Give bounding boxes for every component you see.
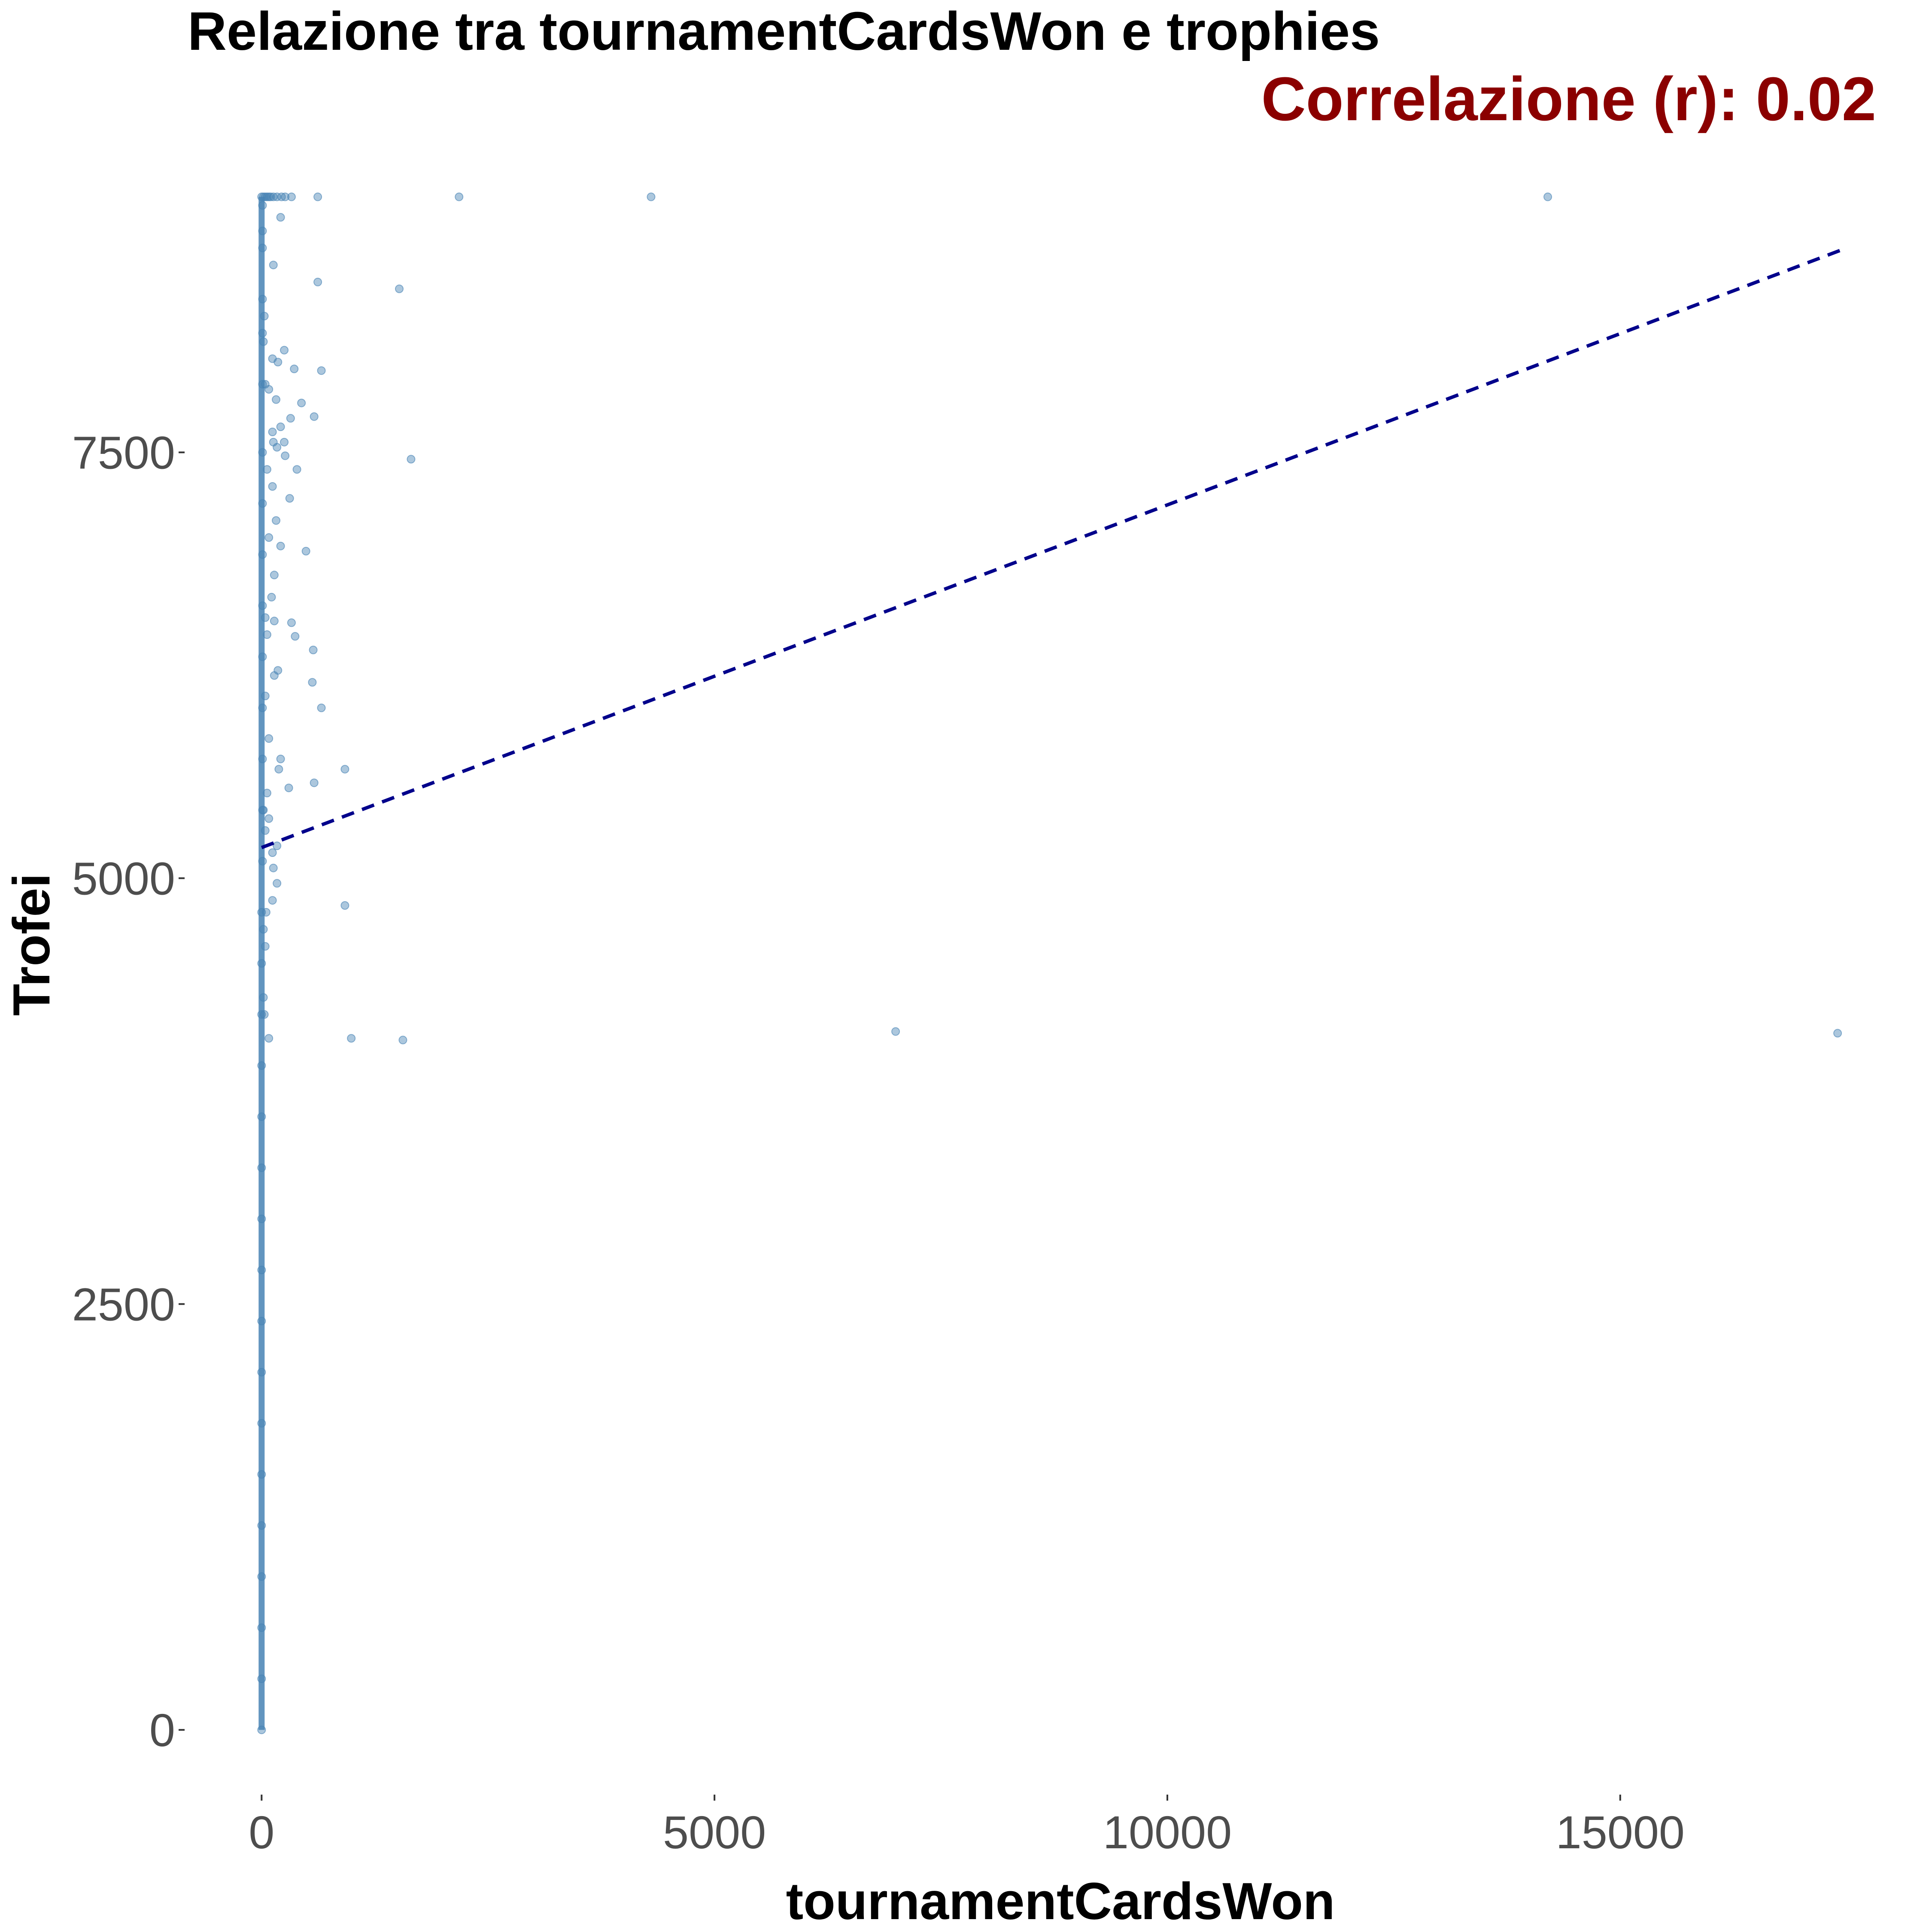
- data-point: [268, 482, 277, 491]
- data-point: [291, 632, 300, 641]
- data-point: [268, 848, 277, 857]
- data-point: [272, 395, 281, 404]
- data-point: [310, 412, 319, 421]
- data-point: [280, 437, 289, 447]
- data-point: [309, 645, 318, 654]
- data-point: [276, 213, 285, 222]
- data-point: [273, 841, 282, 851]
- data-point: [297, 398, 306, 407]
- data-point: [313, 277, 322, 286]
- data-point: [268, 896, 277, 905]
- data-point: [395, 284, 404, 293]
- data-point: [347, 1034, 356, 1043]
- data-point: [270, 571, 279, 580]
- x-tick-label: 0: [249, 1806, 274, 1858]
- data-point: [273, 443, 282, 452]
- data-point: [308, 678, 317, 687]
- y-axis: 0 2500 5000 7500: [72, 427, 185, 1756]
- data-point: [264, 533, 273, 542]
- data-point: [270, 617, 279, 626]
- data-point: [285, 494, 294, 503]
- data-point: [1543, 192, 1552, 201]
- data-point: [269, 261, 278, 270]
- data-point: [269, 863, 278, 872]
- x-axis-title: tournamentCardsWon: [786, 1872, 1335, 1930]
- data-point: [276, 422, 285, 431]
- y-tick-label: 0: [149, 1704, 175, 1756]
- data-point: [274, 765, 283, 774]
- data-point: [290, 365, 299, 374]
- data-point: [407, 455, 416, 464]
- data-point: [273, 358, 283, 367]
- data-point: [286, 414, 295, 423]
- data-point: [398, 1036, 407, 1045]
- data-point: [455, 192, 464, 201]
- x-tick-label: 10000: [1103, 1806, 1232, 1858]
- data-point: [317, 366, 326, 375]
- data-point: [268, 428, 277, 437]
- data-point: [310, 778, 319, 787]
- data-point: [266, 192, 275, 201]
- data-point: [270, 671, 279, 680]
- data-point: [287, 192, 296, 201]
- data-point: [280, 346, 289, 355]
- data-point: [272, 516, 281, 525]
- data-point: [891, 1027, 900, 1036]
- y-tick-label: 2500: [72, 1278, 175, 1330]
- y-tick-label: 7500: [72, 427, 175, 479]
- data-point: [273, 879, 282, 888]
- dense-point-strip: [258, 197, 265, 1730]
- data-point: [340, 901, 349, 910]
- data-point: [301, 547, 310, 556]
- data-point: [313, 192, 322, 201]
- data-point: [647, 192, 656, 201]
- data-point: [340, 765, 349, 774]
- data-point: [1833, 1029, 1842, 1038]
- x-axis: 0 5000 10000 15000: [249, 1795, 1685, 1858]
- data-point: [292, 465, 301, 474]
- y-tick-label: 5000: [72, 853, 175, 905]
- data-point: [317, 703, 326, 712]
- correlation-annotation: Correlazione (r): 0.02: [1261, 64, 1876, 134]
- points-layer: [257, 192, 1842, 1735]
- data-point: [276, 754, 285, 763]
- y-axis-title: Trofei: [2, 873, 61, 1016]
- data-point: [281, 451, 290, 460]
- data-point: [284, 784, 293, 793]
- dense-strip-layer: [258, 197, 265, 1730]
- x-tick-label: 15000: [1556, 1806, 1685, 1858]
- x-tick-label: 5000: [663, 1806, 766, 1858]
- data-point: [264, 1034, 273, 1043]
- data-point: [287, 618, 296, 627]
- data-point: [281, 192, 290, 201]
- data-point: [267, 592, 276, 601]
- data-point: [264, 814, 273, 823]
- data-point: [264, 385, 273, 394]
- data-point: [264, 734, 273, 743]
- data-point: [276, 541, 285, 550]
- chart-title: Relazione tra tournamentCardsWon e troph…: [188, 1, 1380, 61]
- trend-line: [261, 248, 1843, 849]
